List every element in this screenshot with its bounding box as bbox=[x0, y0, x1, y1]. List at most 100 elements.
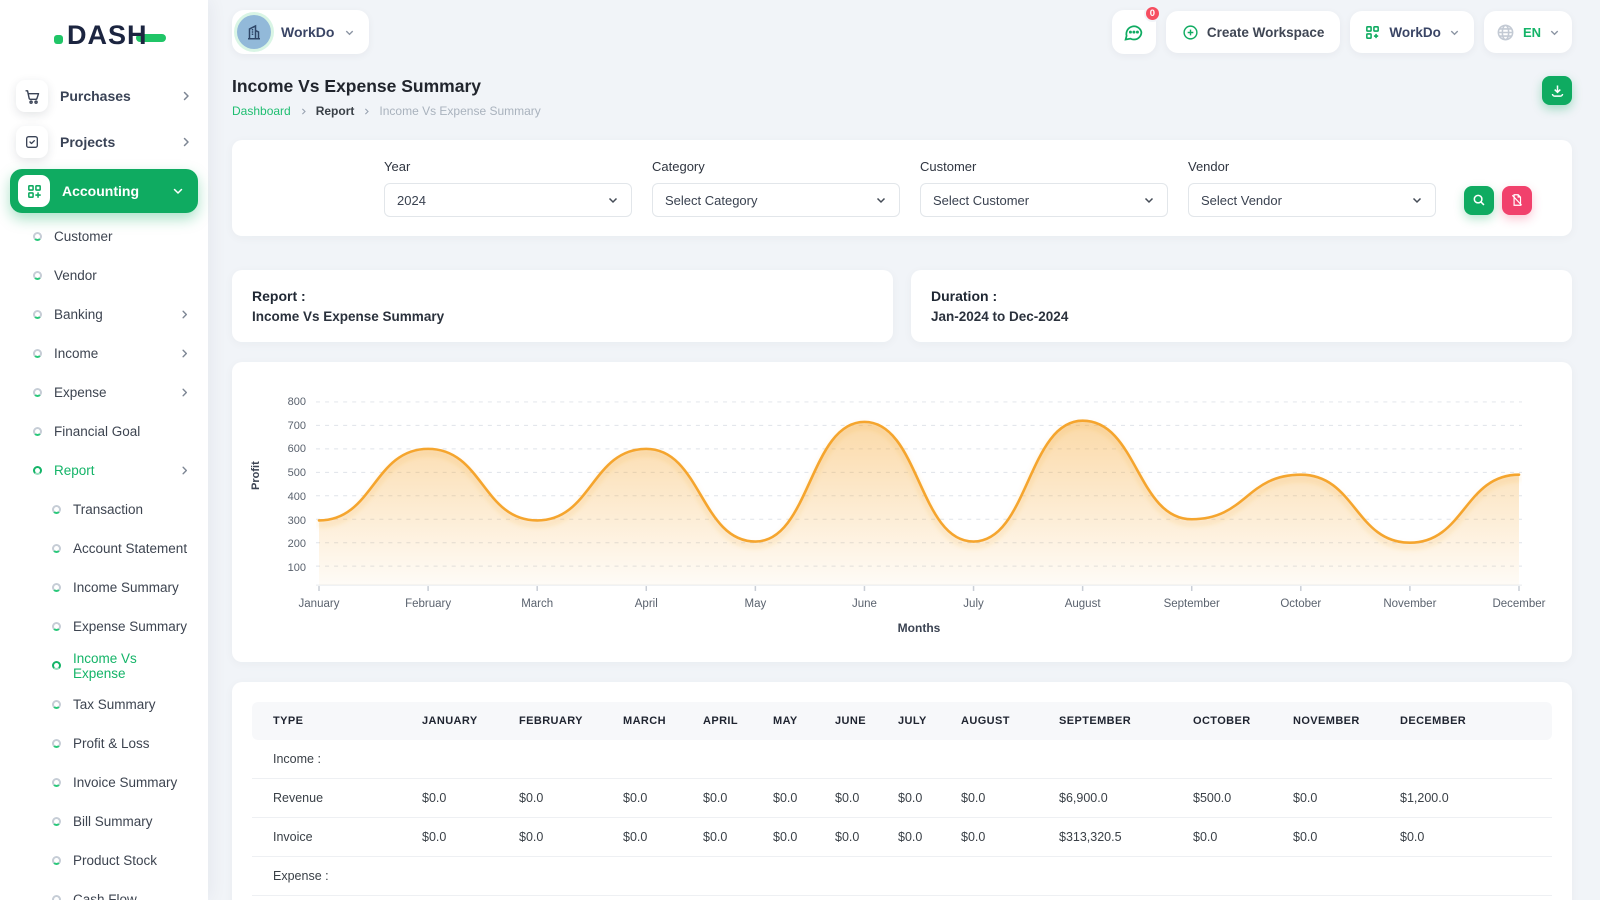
search-button[interactable] bbox=[1464, 186, 1494, 215]
checkbox-icon bbox=[16, 126, 48, 158]
table-cell-value: $0.0 bbox=[509, 818, 613, 857]
sidebar-item-transaction[interactable]: Transaction bbox=[0, 490, 208, 529]
year-select[interactable]: 2024 bbox=[384, 183, 632, 217]
chevron-right-icon bbox=[179, 309, 190, 320]
sidebar-item-customer[interactable]: Customer bbox=[0, 217, 208, 256]
breadcrumb-report[interactable]: Report bbox=[316, 104, 355, 118]
vendor-select[interactable]: Select Vendor bbox=[1188, 183, 1436, 217]
table-header-row: TYPEJANUARYFEBRUARYMARCHAPRILMAYJUNEJULY… bbox=[252, 702, 1552, 740]
sidebar-item-accounting[interactable]: Accounting bbox=[10, 169, 198, 213]
bullet-icon bbox=[52, 622, 61, 631]
app-logo[interactable]: DASH bbox=[0, 0, 208, 69]
sidebar: DASH Purchases ProjectsAccounting Customer… bbox=[0, 0, 208, 900]
bullet-icon bbox=[52, 583, 61, 592]
workdo-menu-label: WorkDo bbox=[1389, 25, 1441, 40]
report-card: Report : Income Vs Expense Summary bbox=[232, 270, 893, 342]
sidebar-item-income-vs-expense[interactable]: Income Vs Expense bbox=[0, 646, 208, 685]
vendor-value: Select Vendor bbox=[1201, 193, 1411, 208]
category-select[interactable]: Select Category bbox=[652, 183, 900, 217]
messages-button[interactable]: 0 bbox=[1112, 10, 1156, 54]
x-tick-label: July bbox=[963, 598, 983, 610]
create-workspace-button[interactable]: Create Workspace bbox=[1166, 11, 1341, 53]
x-tick-label: June bbox=[852, 598, 877, 610]
page-header: Income Vs Expense Summary Dashboard Repo… bbox=[232, 76, 1572, 118]
x-tick-label: May bbox=[744, 598, 766, 610]
sidebar-item-purchases[interactable]: Purchases bbox=[0, 73, 208, 119]
y-tick-label: 600 bbox=[288, 443, 306, 455]
filter-actions bbox=[1464, 186, 1532, 215]
sidebar-item-label: Account Statement bbox=[73, 541, 190, 556]
bullet-icon bbox=[52, 856, 61, 865]
table-cell-value: $0.0 bbox=[613, 818, 693, 857]
sidebar-item-cash-flow[interactable]: Cash Flow bbox=[0, 880, 208, 900]
sidebar-item-label: Income Vs Expense bbox=[73, 651, 190, 681]
sidebar-item-account-statement[interactable]: Account Statement bbox=[0, 529, 208, 568]
sidebar-item-label: Invoice Summary bbox=[73, 775, 190, 790]
sidebar-item-report[interactable]: Report bbox=[0, 451, 208, 490]
reset-filter-button[interactable] bbox=[1502, 186, 1532, 215]
sidebar-item-label: Product Stock bbox=[73, 853, 190, 868]
chart-y-axis: Profit 800700600500400300200100 bbox=[254, 396, 316, 592]
chevron-right-icon bbox=[299, 107, 308, 116]
category-value: Select Category bbox=[665, 193, 875, 208]
chevron-right-icon bbox=[179, 348, 190, 359]
sidebar-item-label: Customer bbox=[54, 229, 190, 244]
download-button[interactable] bbox=[1542, 76, 1572, 105]
sidebar-item-label: Banking bbox=[54, 307, 179, 322]
sidebar-item-income[interactable]: Income bbox=[0, 334, 208, 373]
sidebar-item-product-stock[interactable]: Product Stock bbox=[0, 841, 208, 880]
table-cell-value: $500.0 bbox=[1183, 779, 1283, 818]
sidebar-item-vendor[interactable]: Vendor bbox=[0, 256, 208, 295]
table-body: Income :Revenue$0.0$0.0$0.0$0.0$0.0$0.0$… bbox=[252, 740, 1552, 896]
table-header-cell: AUGUST bbox=[951, 702, 1049, 740]
x-tick-label: February bbox=[405, 598, 451, 610]
sidebar-item-projects[interactable]: Projects bbox=[0, 119, 208, 165]
x-tick-label: March bbox=[521, 598, 553, 610]
download-icon bbox=[1550, 83, 1565, 98]
table-group-label: Income : bbox=[252, 740, 1552, 779]
sidebar-item-financial-goal[interactable]: Financial Goal bbox=[0, 412, 208, 451]
income-expense-table: TYPEJANUARYFEBRUARYMARCHAPRILMAYJUNEJULY… bbox=[252, 702, 1552, 896]
sidebar-item-label: Purchases bbox=[60, 88, 180, 104]
table-cell-value: $1,200.0 bbox=[1390, 779, 1552, 818]
messages-badge: 0 bbox=[1144, 5, 1161, 22]
bullet-icon bbox=[52, 778, 61, 787]
workspace-switcher[interactable]: WorkDo bbox=[232, 10, 369, 54]
table-cell-value: $0.0 bbox=[1283, 779, 1390, 818]
sidebar-item-label: Bill Summary bbox=[73, 814, 190, 829]
filter-customer: Customer Select Customer bbox=[920, 159, 1168, 217]
sidebar-item-expense[interactable]: Expense bbox=[0, 373, 208, 412]
x-tick-label: August bbox=[1065, 598, 1101, 610]
bullet-icon bbox=[52, 544, 61, 553]
sidebar-item-profit-loss[interactable]: Profit & Loss bbox=[0, 724, 208, 763]
sidebar-item-invoice-summary[interactable]: Invoice Summary bbox=[0, 763, 208, 802]
table-row-type: Revenue bbox=[252, 779, 412, 818]
grid-plus-icon bbox=[1364, 24, 1381, 41]
workdo-menu[interactable]: WorkDo bbox=[1350, 11, 1474, 53]
language-code: EN bbox=[1523, 25, 1541, 40]
customer-select[interactable]: Select Customer bbox=[920, 183, 1168, 217]
summary-table-card: TYPEJANUARYFEBRUARYMARCHAPRILMAYJUNEJULY… bbox=[232, 682, 1572, 900]
breadcrumb: Dashboard Report Income Vs Expense Summa… bbox=[232, 104, 541, 118]
breadcrumb-dashboard[interactable]: Dashboard bbox=[232, 104, 291, 118]
sidebar-item-expense-summary[interactable]: Expense Summary bbox=[0, 607, 208, 646]
table-header-cell: DECEMBER bbox=[1390, 702, 1552, 740]
area-chart-svg bbox=[316, 396, 1522, 592]
sidebar-item-bill-summary[interactable]: Bill Summary bbox=[0, 802, 208, 841]
language-selector[interactable]: EN bbox=[1484, 11, 1572, 53]
x-tick-label: December bbox=[1492, 598, 1545, 610]
workspace-avatar-building-icon bbox=[237, 15, 271, 49]
sidebar-item-tax-summary[interactable]: Tax Summary bbox=[0, 685, 208, 724]
table-cell-value: $0.0 bbox=[412, 779, 509, 818]
sidebar-item-income-summary[interactable]: Income Summary bbox=[0, 568, 208, 607]
report-card-title: Report : bbox=[252, 288, 873, 304]
chart-plot-area[interactable] bbox=[316, 396, 1522, 592]
sidebar-item-banking[interactable]: Banking bbox=[0, 295, 208, 334]
bullet-icon bbox=[52, 661, 61, 670]
table-cell-value: $0.0 bbox=[1283, 818, 1390, 857]
x-tick-label: November bbox=[1383, 598, 1436, 610]
table-header-cell: FEBRUARY bbox=[509, 702, 613, 740]
table-cell-value: $0.0 bbox=[613, 779, 693, 818]
duration-card: Duration : Jan-2024 to Dec-2024 bbox=[911, 270, 1572, 342]
y-tick-label: 500 bbox=[288, 467, 306, 479]
